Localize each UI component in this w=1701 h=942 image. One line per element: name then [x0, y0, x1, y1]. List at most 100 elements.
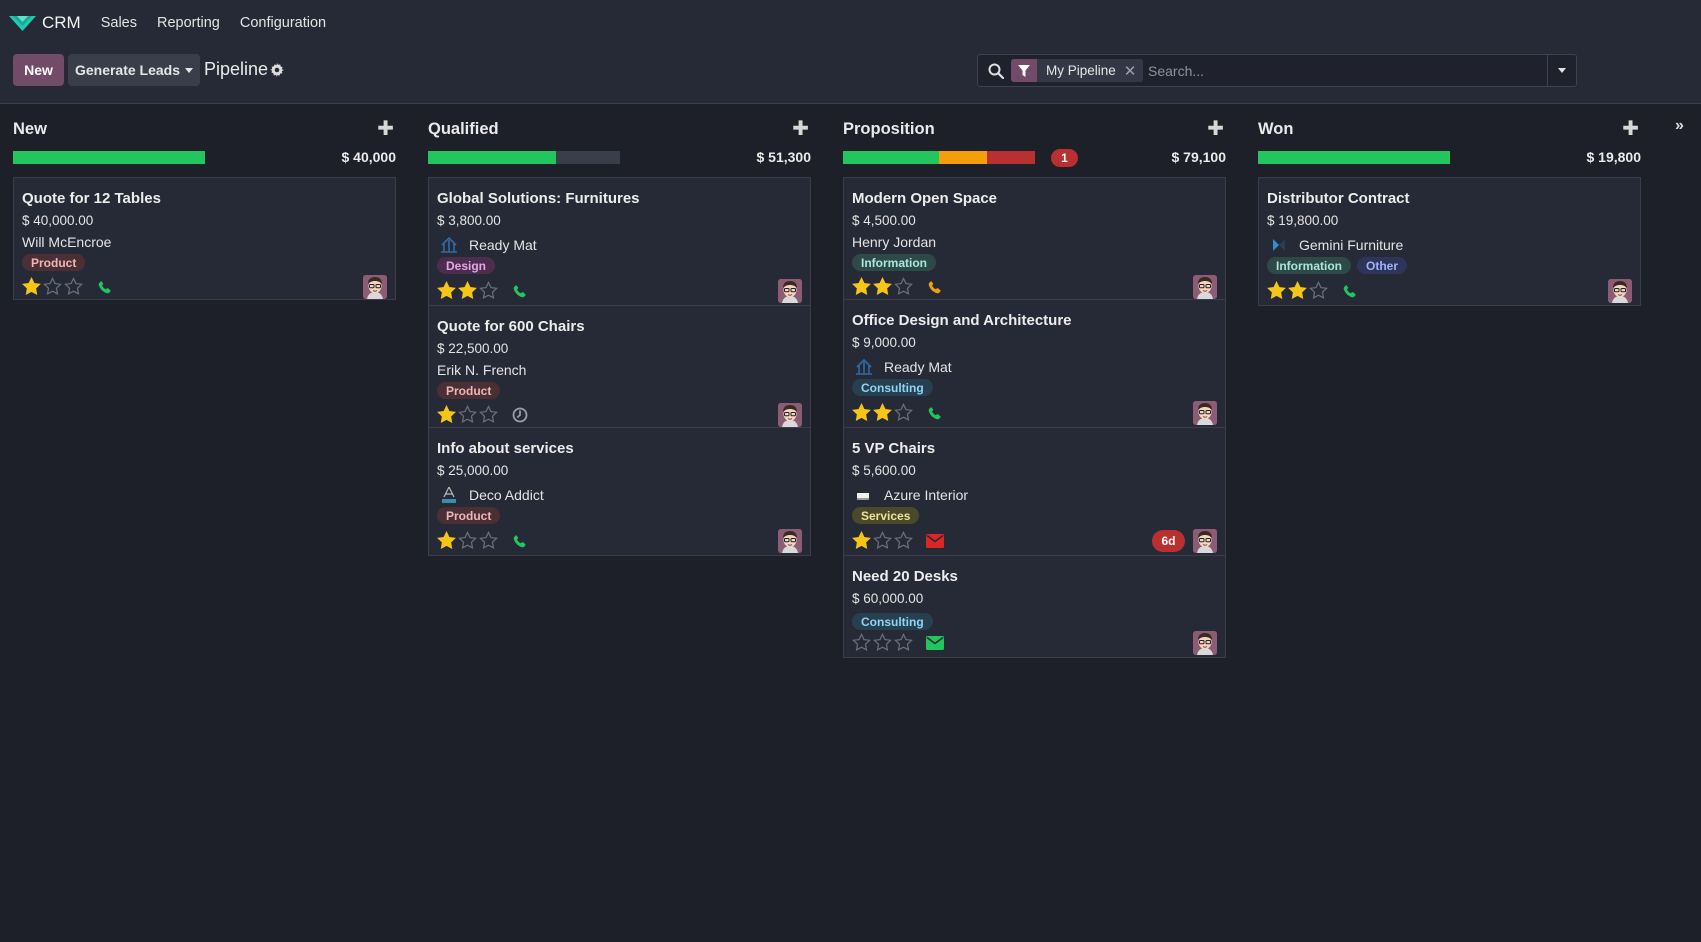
star-empty-icon[interactable]	[64, 277, 83, 296]
add-icon[interactable]: ✚	[1622, 118, 1639, 140]
opportunity-card[interactable]: Quote for 12 Tables $ 40,000.00 Will McE…	[13, 177, 396, 300]
avatar[interactable]	[363, 275, 387, 299]
card-partner: Deco Addict	[437, 485, 544, 505]
avatar[interactable]	[778, 403, 802, 427]
phone-icon[interactable]	[511, 532, 529, 550]
progress-won[interactable]	[13, 151, 205, 164]
phone-icon[interactable]	[511, 282, 529, 300]
star-filled-icon[interactable]	[22, 277, 41, 296]
opportunity-card[interactable]: Quote for 600 Chairs $ 22,500.00 Erik N.…	[428, 305, 811, 428]
opportunity-card[interactable]: 5 VP Chairs $ 5,600.00 Azure Interior Se…	[843, 427, 1226, 556]
card-tags: Product	[22, 254, 91, 271]
star-empty-icon[interactable]	[479, 281, 498, 300]
column-title: Won	[1258, 120, 1294, 138]
phone-icon[interactable]	[926, 404, 944, 422]
phone-icon[interactable]	[96, 278, 114, 296]
add-icon[interactable]: ✚	[1207, 118, 1224, 140]
star-empty-icon[interactable]	[873, 633, 892, 652]
card-list: Global Solutions: Furnitures $ 3,800.00 …	[428, 177, 811, 556]
star-empty-icon[interactable]	[894, 403, 913, 422]
opportunity-card[interactable]: Info about services $ 25,000.00 Deco Add…	[428, 427, 811, 556]
column-progress-bar[interactable]	[1258, 151, 1450, 164]
add-icon[interactable]: ✚	[792, 118, 809, 140]
avatar[interactable]	[1608, 279, 1632, 303]
phone-icon[interactable]	[926, 278, 944, 296]
avatar[interactable]	[1193, 529, 1217, 553]
menu-sales[interactable]: Sales	[100, 15, 137, 31]
progress-won[interactable]	[843, 151, 939, 164]
star-filled-icon[interactable]	[1288, 281, 1307, 300]
breadcrumb-pipeline: Pipeline	[204, 59, 269, 79]
search-icon[interactable]	[988, 63, 1004, 79]
star-empty-icon[interactable]	[852, 633, 871, 652]
avatar[interactable]	[778, 279, 802, 303]
phone-icon[interactable]	[1341, 282, 1359, 300]
tag-product: Product	[437, 382, 501, 399]
star-filled-icon[interactable]	[1267, 281, 1286, 300]
caret-down-icon	[185, 67, 194, 73]
late-activity-badge[interactable]: 6d	[1152, 530, 1185, 552]
card-title: Global Solutions: Furnitures	[437, 190, 640, 207]
star-empty-icon[interactable]	[458, 405, 477, 424]
card-footer	[852, 403, 944, 422]
partner-name: Will McEncroe	[22, 234, 112, 250]
progress-won[interactable]	[428, 151, 557, 164]
overdue-count-badge[interactable]: 1	[1051, 149, 1078, 167]
card-footer	[437, 281, 529, 300]
star-empty-icon[interactable]	[43, 277, 62, 296]
card-title: Quote for 12 Tables	[22, 190, 161, 207]
star-empty-icon[interactable]	[1309, 281, 1328, 300]
search-options-toggle[interactable]	[1547, 55, 1576, 86]
opportunity-card[interactable]: Modern Open Space $ 4,500.00 Henry Jorda…	[843, 177, 1226, 300]
star-filled-icon[interactable]	[437, 281, 456, 300]
add-icon[interactable]: ✚	[377, 118, 394, 140]
star-empty-icon[interactable]	[479, 405, 498, 424]
progress-planned[interactable]	[939, 151, 987, 164]
opportunity-card[interactable]: Need 20 Desks $ 60,000.00 Consulting	[843, 555, 1226, 658]
app-brand[interactable]: CRM	[9, 13, 95, 33]
star-filled-icon[interactable]	[852, 531, 871, 550]
star-filled-icon[interactable]	[458, 281, 477, 300]
envelope-icon[interactable]	[926, 532, 944, 550]
menu-reporting[interactable]: Reporting	[157, 15, 220, 31]
partner-name: Deco Addict	[469, 487, 544, 503]
star-empty-icon[interactable]	[479, 531, 498, 550]
card-footer	[852, 531, 944, 550]
gear-icon[interactable]	[270, 63, 284, 77]
star-filled-icon[interactable]	[437, 531, 456, 550]
clock-icon[interactable]	[511, 406, 529, 424]
star-empty-icon[interactable]	[894, 633, 913, 652]
column-progress-bar[interactable]	[843, 151, 1035, 164]
column-progress-bar[interactable]	[428, 151, 620, 164]
avatar[interactable]	[1193, 631, 1217, 655]
star-filled-icon[interactable]	[873, 403, 892, 422]
star-filled-icon[interactable]	[873, 277, 892, 296]
star-filled-icon[interactable]	[852, 403, 871, 422]
menu-configuration[interactable]: Configuration	[239, 15, 327, 31]
star-empty-icon[interactable]	[894, 277, 913, 296]
tag-consulting: Consulting	[852, 379, 933, 396]
progress-won[interactable]	[1258, 151, 1450, 164]
progress-overdue[interactable]	[987, 151, 1035, 164]
avatar[interactable]	[778, 529, 802, 553]
avatar[interactable]	[1193, 401, 1217, 425]
opportunity-card[interactable]: Distributor Contract $ 19,800.00 Gemini …	[1258, 177, 1641, 306]
new-button[interactable]: New	[13, 54, 64, 86]
generate-leads-button[interactable]: Generate Leads	[68, 54, 200, 86]
tag-product: Product	[437, 507, 501, 524]
search-input[interactable]	[1148, 59, 1518, 82]
expand-columns-icon[interactable]: »	[1675, 117, 1684, 134]
opportunity-card[interactable]: Global Solutions: Furnitures $ 3,800.00 …	[428, 177, 811, 306]
card-footer	[852, 633, 944, 652]
opportunity-card[interactable]: Office Design and Architecture $ 9,000.0…	[843, 299, 1226, 428]
column-progress-bar[interactable]	[13, 151, 205, 164]
star-empty-icon[interactable]	[873, 531, 892, 550]
star-empty-icon[interactable]	[458, 531, 477, 550]
column-total: $ 51,300	[756, 149, 812, 165]
close-icon[interactable]: ✕	[1123, 62, 1137, 80]
star-filled-icon[interactable]	[437, 405, 456, 424]
star-filled-icon[interactable]	[852, 277, 871, 296]
avatar[interactable]	[1193, 275, 1217, 299]
star-empty-icon[interactable]	[894, 531, 913, 550]
envelope-icon[interactable]	[926, 634, 944, 652]
